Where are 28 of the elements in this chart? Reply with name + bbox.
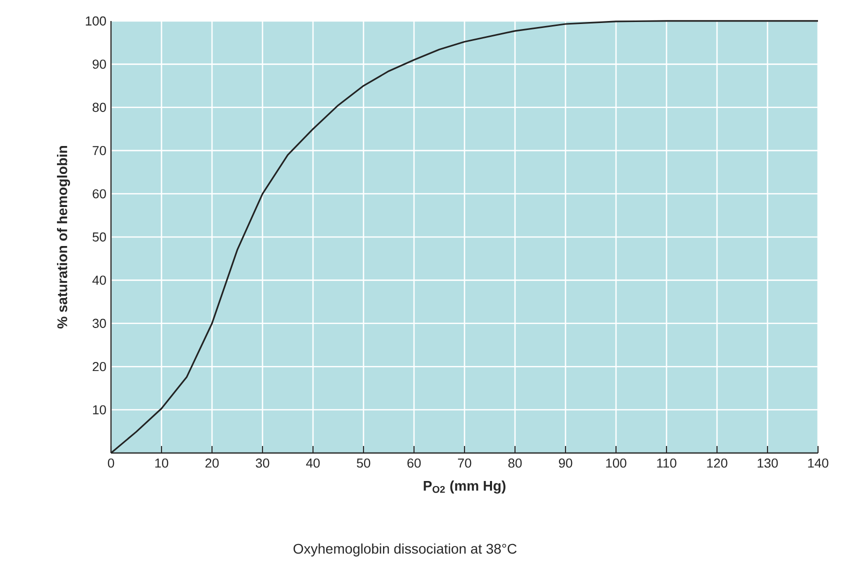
x-tick-label: 90 bbox=[558, 458, 572, 468]
x-tick-label: 30 bbox=[256, 458, 270, 468]
y-tick-label: 60 bbox=[92, 189, 106, 198]
text: Oxyhemoglobin dissociation at 38°C bbox=[294, 543, 517, 556]
y-tick-label: 50 bbox=[92, 232, 106, 242]
y-tick-label: 10 bbox=[93, 405, 106, 414]
x-tick-label: 60 bbox=[407, 458, 421, 468]
x-tick-label: 70 bbox=[458, 458, 472, 468]
x-tick-label: 80 bbox=[508, 458, 522, 468]
x-tick-label: 130 bbox=[758, 458, 778, 468]
y-tick-label: 100 bbox=[86, 16, 106, 26]
x-tick-label: 140 bbox=[808, 458, 828, 468]
y-tick-label: 20 bbox=[92, 362, 106, 372]
y-tick-label: 70 bbox=[92, 146, 106, 156]
y-axis-title: % saturation of hemoglobin bbox=[56, 146, 70, 328]
x-tick-label: 110 bbox=[657, 458, 676, 468]
x-tick-label: 0 bbox=[108, 458, 114, 468]
y-tick-label: 40 bbox=[92, 276, 106, 285]
x-tick-label: 20 bbox=[205, 458, 219, 468]
y-tick-label: 90 bbox=[92, 60, 106, 69]
x-tick-label: 100 bbox=[606, 458, 626, 468]
x-tick-label: 50 bbox=[356, 458, 370, 468]
x-tick-label: 120 bbox=[707, 458, 728, 468]
x-axis-title: P$_{O2}$ (mm Hg) bbox=[424, 480, 506, 494]
x-tick-label: 10 bbox=[155, 458, 168, 468]
y-tick-label: 30 bbox=[92, 318, 106, 328]
x-tick-label: 40 bbox=[306, 458, 320, 468]
y-tick-label: 80 bbox=[92, 102, 106, 112]
